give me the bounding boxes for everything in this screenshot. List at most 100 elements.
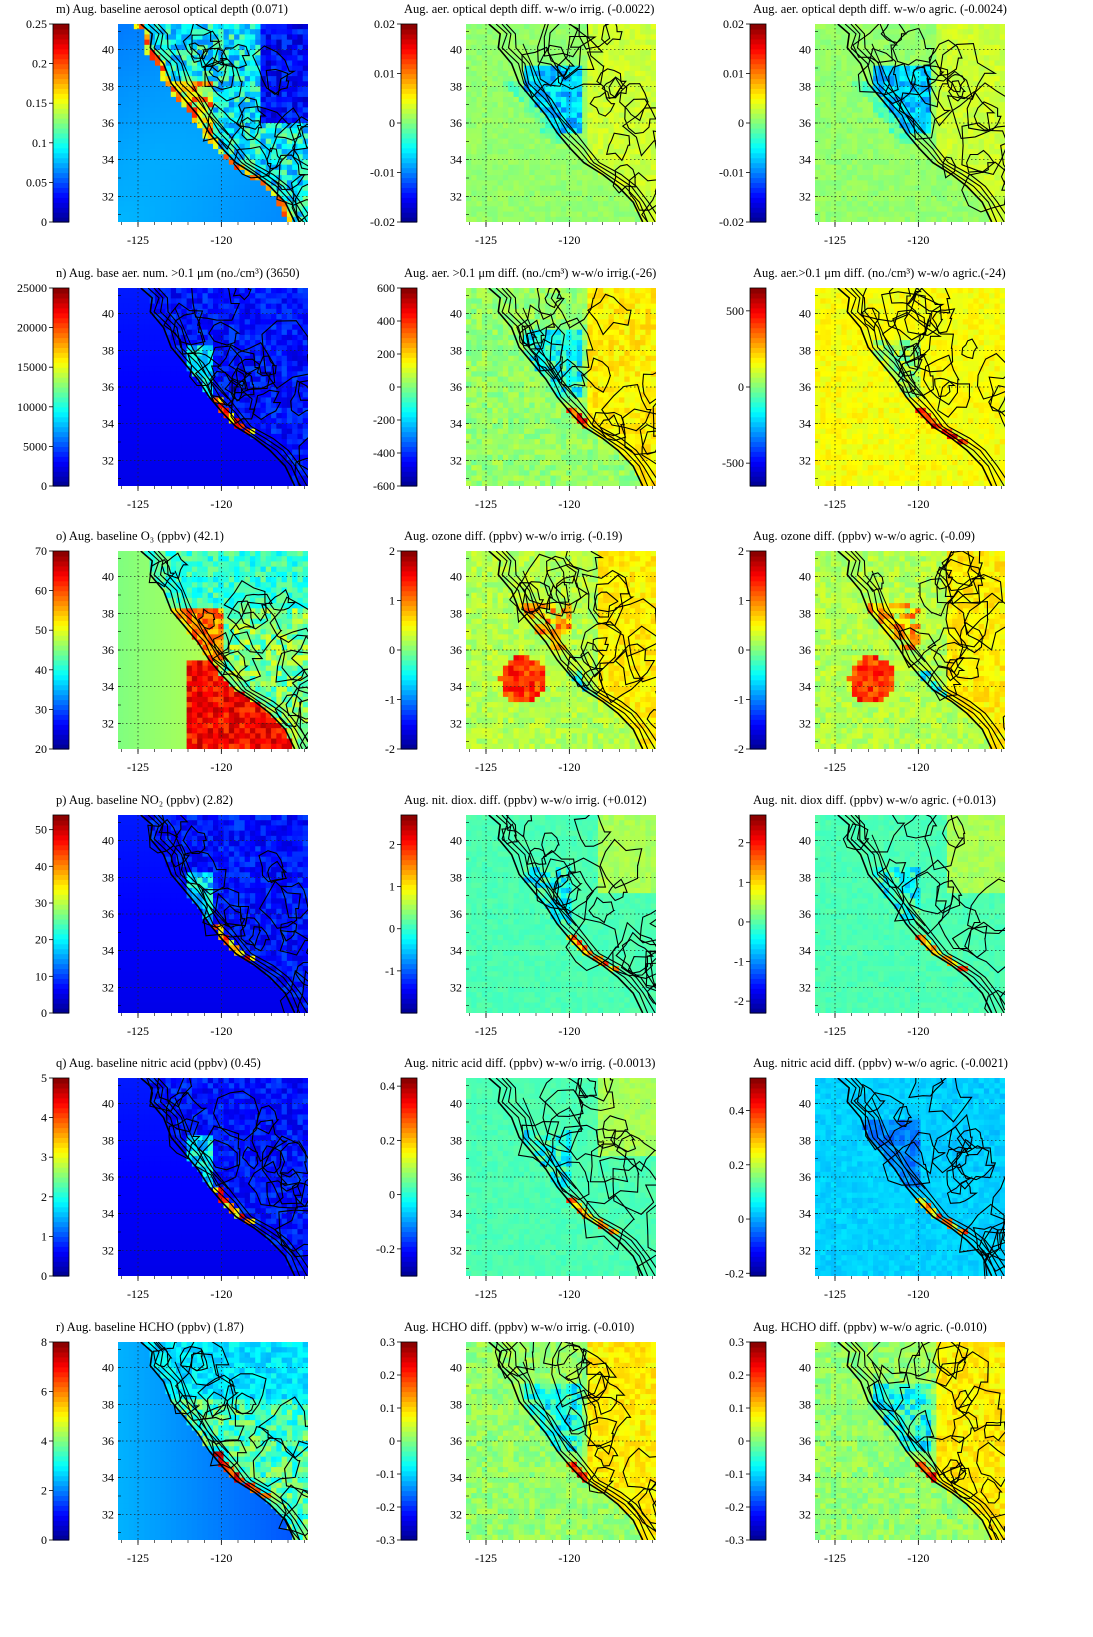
heat-cell [592,133,599,140]
heat-cell [862,211,869,218]
heat-cell [899,195,906,202]
heat-cell [281,211,288,218]
heat-cell [244,298,251,305]
heat-cell [191,96,198,103]
heat-cell [820,206,827,213]
heat-cell [841,102,848,108]
heat-cell [487,190,493,197]
heat-cell [513,29,520,35]
heat-cell [213,319,219,325]
heat-cell [518,154,525,160]
heat-cell [999,76,1005,82]
heat-cell [202,340,209,346]
heat-cell [608,159,615,166]
heat-cell [888,195,895,202]
lon-tick-label: -125 [127,233,149,247]
heat-cell [518,39,525,46]
heat-cell [497,185,504,192]
heat-cell [518,107,525,114]
heat-cell [154,206,161,213]
heat-cell [883,44,890,51]
heat-cell [139,329,145,336]
heat-cell [160,180,166,187]
heat-cell [613,159,620,166]
heat-cell [502,164,509,171]
heat-cell [830,39,837,46]
heat-cell [936,34,943,41]
heat-cell [118,303,124,310]
heat-cell [292,345,298,352]
heat-cell [502,107,509,114]
heat-cell [613,175,620,181]
heat-cell [281,216,288,222]
heat-cell [597,123,604,129]
heat-cell [239,50,246,56]
terrain-contour [276,147,308,206]
heat-cell [202,154,209,160]
heat-cell [999,39,1005,46]
heat-cell [566,180,573,187]
heat-cell [989,112,995,119]
heat-cell [276,190,283,197]
heat-cell [883,190,890,197]
heat-cell [851,128,858,134]
heat-cell [925,164,932,171]
heat-cell [587,216,594,222]
heat-cell [513,138,520,145]
heat-cell [466,154,472,160]
heat-cell [276,195,283,202]
heat-cell [603,123,609,129]
heat-cell [830,117,837,124]
lat-tick-label: 32 [799,189,811,203]
heat-cell [223,102,230,108]
heat-cell [144,149,151,155]
heat-cell [915,112,922,119]
heat-cell [487,138,493,145]
heat-cell [297,65,304,72]
heat-cell [841,190,848,197]
colorbar-band [750,142,766,149]
terrain-contour [605,132,631,162]
heat-cell [862,50,869,56]
heat-cell [197,117,203,124]
heat-cell [597,39,604,46]
heat-cell [471,86,478,93]
heat-cell [820,211,827,218]
heat-cell [123,29,130,35]
heat-cell [276,55,283,61]
heat-cell [973,65,980,72]
heat-cell [952,24,958,30]
heat-cell [281,149,288,155]
heat-cell [867,112,874,119]
heat-cell [165,34,172,41]
heat-cell [128,175,135,181]
heat-cell [186,308,193,315]
heat-cell [170,201,177,207]
heat-cell [931,117,937,124]
heat-cell [197,206,203,213]
heat-cell [133,180,140,187]
colorbar-band [53,68,69,75]
heat-cell [989,216,995,222]
heat-cell [487,117,493,124]
heat-cell [957,70,964,77]
heat-cell [841,81,848,88]
heat-cell [983,211,990,218]
heat-cell [634,143,641,150]
heat-cell [529,76,536,82]
heat-cell [582,117,588,124]
heat-cell [518,102,525,108]
heat-cell [133,350,140,357]
heat-cell [207,216,214,222]
heat-cell [213,96,219,103]
heat-cell [640,76,646,82]
heat-cell [260,91,267,98]
heat-cell [862,149,869,155]
heat-cell [239,180,246,187]
heat-cell [561,201,567,207]
heat-cell [957,143,964,150]
heat-cell [118,195,124,202]
heat-cell [878,195,885,202]
heat-cell [202,117,209,124]
heat-cell [176,216,182,222]
